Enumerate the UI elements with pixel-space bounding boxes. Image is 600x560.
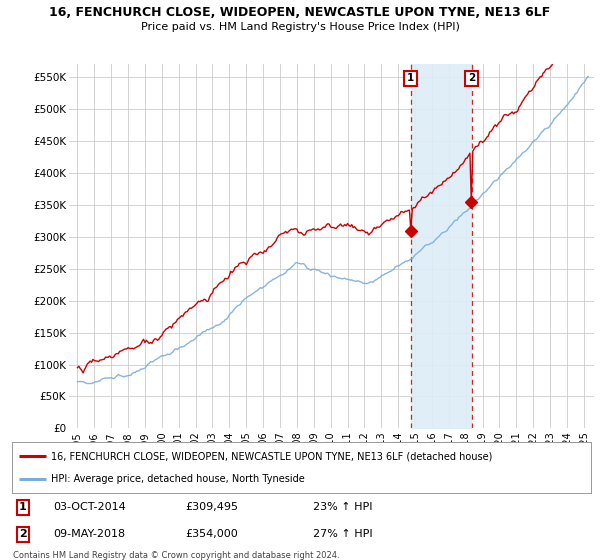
Text: 16, FENCHURCH CLOSE, WIDEOPEN, NEWCASTLE UPON TYNE, NE13 6LF: 16, FENCHURCH CLOSE, WIDEOPEN, NEWCASTLE… xyxy=(49,6,551,18)
Text: 2: 2 xyxy=(468,73,475,83)
Text: 03-OCT-2014: 03-OCT-2014 xyxy=(53,502,127,512)
Text: 1: 1 xyxy=(407,73,415,83)
Text: HPI: Average price, detached house, North Tyneside: HPI: Average price, detached house, Nort… xyxy=(52,474,305,484)
Text: 23% ↑ HPI: 23% ↑ HPI xyxy=(313,502,373,512)
Text: 1: 1 xyxy=(19,502,26,512)
Text: 2: 2 xyxy=(19,529,26,539)
Text: £354,000: £354,000 xyxy=(186,529,238,539)
Text: Contains HM Land Registry data © Crown copyright and database right 2024.
This d: Contains HM Land Registry data © Crown c… xyxy=(13,551,340,560)
Text: 16, FENCHURCH CLOSE, WIDEOPEN, NEWCASTLE UPON TYNE, NE13 6LF (detached house): 16, FENCHURCH CLOSE, WIDEOPEN, NEWCASTLE… xyxy=(52,451,493,461)
Text: Price paid vs. HM Land Registry's House Price Index (HPI): Price paid vs. HM Land Registry's House … xyxy=(140,22,460,32)
Text: 09-MAY-2018: 09-MAY-2018 xyxy=(53,529,126,539)
Text: £309,495: £309,495 xyxy=(186,502,239,512)
Text: 27% ↑ HPI: 27% ↑ HPI xyxy=(313,529,373,539)
